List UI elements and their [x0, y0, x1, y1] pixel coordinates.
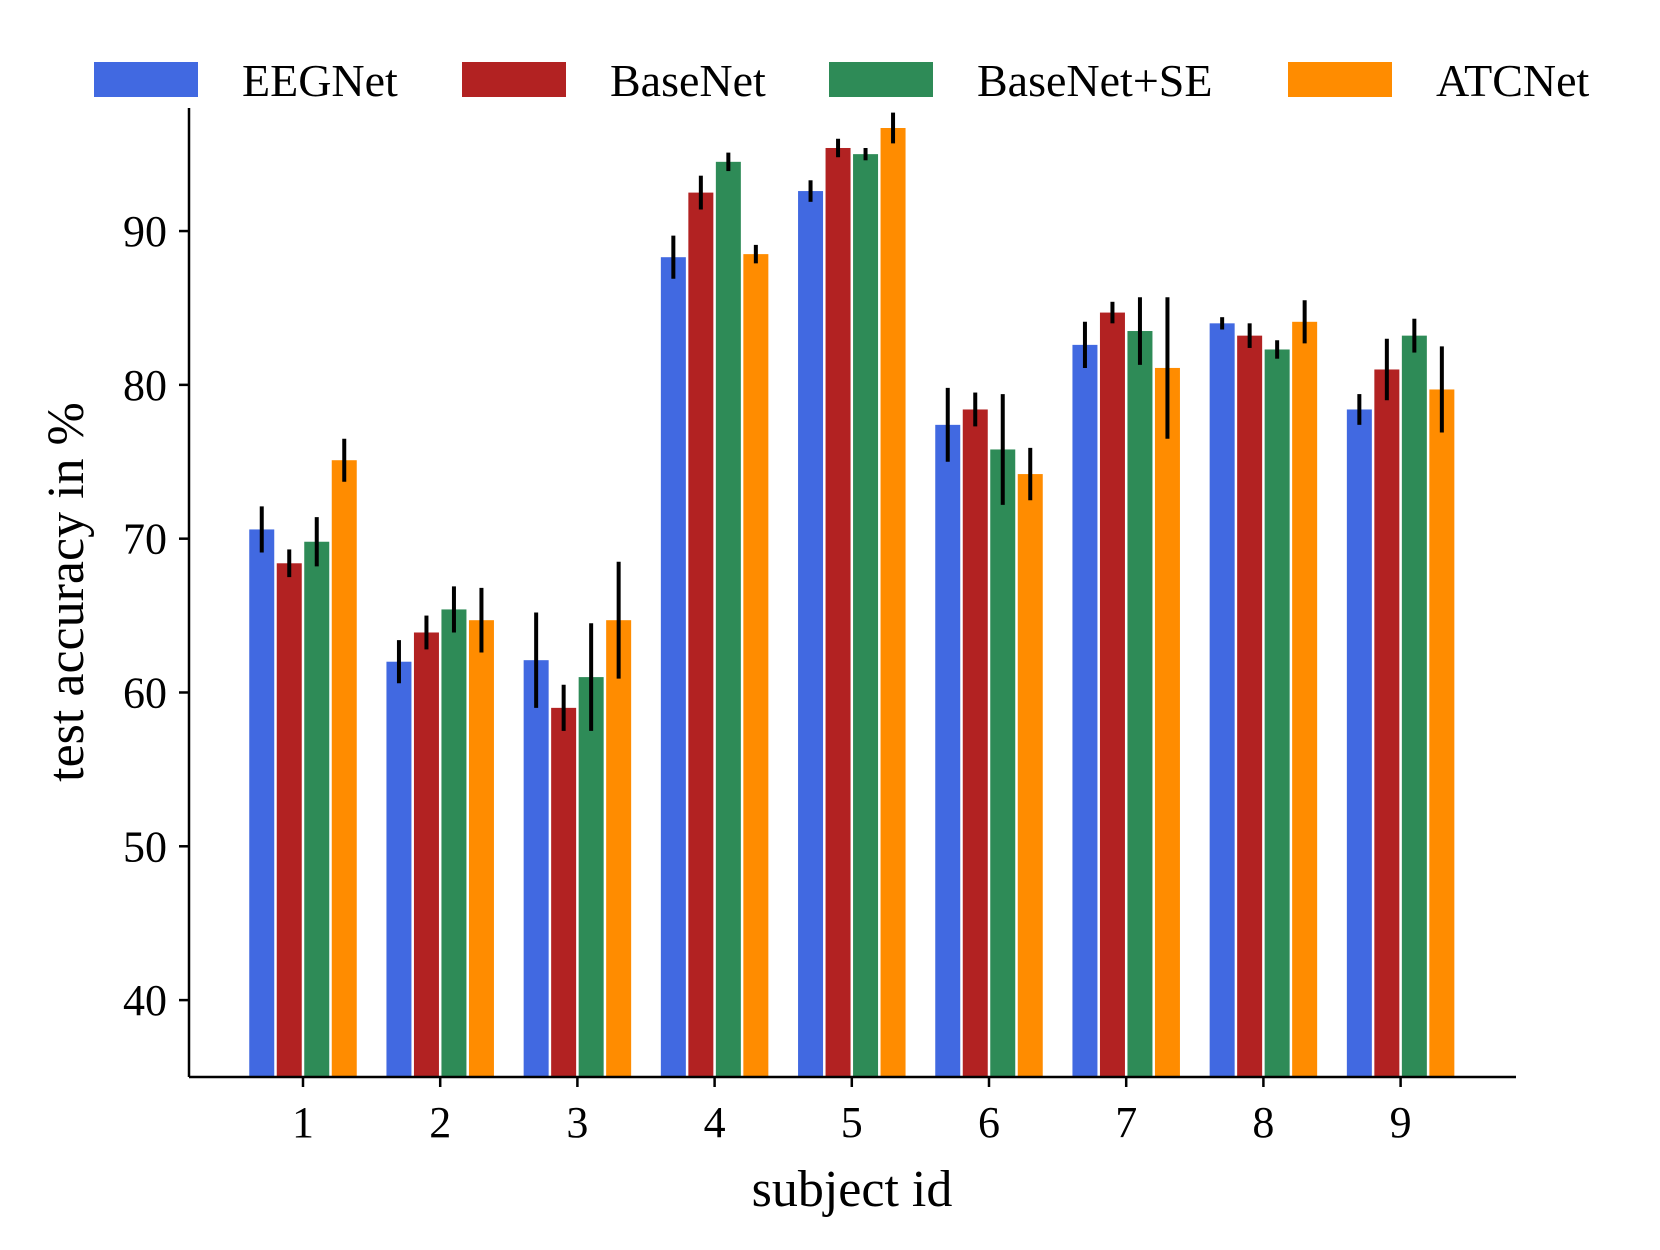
- bar-basenet-se-subject-7: [1127, 331, 1153, 1077]
- bar-atcnet-subject-7: [1154, 367, 1180, 1077]
- bar-atcnet-subject-9: [1429, 389, 1455, 1078]
- y-tick-label-80: 80: [123, 361, 167, 410]
- bar-basenet-subject-7: [1099, 312, 1125, 1077]
- y-tick-label-90: 90: [123, 207, 167, 256]
- y-tick-label-70: 70: [123, 515, 167, 564]
- legend-swatch-eegnet: [94, 62, 198, 97]
- x-tick-label-3: 3: [566, 1098, 588, 1147]
- bars-group: [249, 128, 1455, 1078]
- legend-swatch-basenet-se: [829, 62, 933, 97]
- y-tick-label-40: 40: [123, 976, 167, 1025]
- y-ticks: 40 50 60 70 80 90: [123, 207, 189, 1025]
- bar-basenet-se-subject-9: [1401, 335, 1427, 1077]
- legend-label-atcnet: ATCNet: [1436, 55, 1590, 106]
- x-tick-label-2: 2: [429, 1098, 451, 1147]
- bar-atcnet-subject-8: [1292, 321, 1318, 1077]
- bar-basenet-subject-8: [1237, 335, 1263, 1077]
- y-tick-label-50: 50: [123, 822, 167, 871]
- bar-basenet-subject-2: [413, 632, 439, 1077]
- bar-eegnet-subject-2: [386, 661, 412, 1077]
- legend: EEGNet BaseNet BaseNet+SE ATCNet: [94, 55, 1590, 106]
- x-ticks: 1 2 3 4 5 6 7 8 9: [292, 1077, 1412, 1147]
- x-tick-label-9: 9: [1390, 1098, 1412, 1147]
- bar-eegnet-subject-6: [935, 424, 961, 1078]
- x-tick-label-4: 4: [704, 1098, 726, 1147]
- bar-atcnet-subject-4: [743, 254, 769, 1077]
- bar-basenet-se-subject-6: [990, 449, 1016, 1078]
- bar-eegnet-subject-1: [249, 529, 275, 1077]
- bar-eegnet-subject-9: [1346, 409, 1372, 1078]
- bar-eegnet-subject-5: [798, 191, 824, 1077]
- x-tick-label-5: 5: [841, 1098, 863, 1147]
- bar-basenet-subject-3: [551, 707, 577, 1077]
- x-tick-label-8: 8: [1252, 1098, 1274, 1147]
- x-axis-title: subject id: [752, 1161, 953, 1218]
- bar-basenet-se-subject-1: [304, 541, 330, 1077]
- bar-eegnet-subject-3: [523, 660, 549, 1077]
- bar-atcnet-subject-3: [606, 620, 632, 1077]
- legend-label-eegnet: EEGNet: [242, 55, 398, 106]
- bar-atcnet-subject-1: [331, 460, 357, 1078]
- x-tick-label-1: 1: [292, 1098, 314, 1147]
- bar-basenet-se-subject-2: [441, 609, 467, 1077]
- bar-basenet-subject-6: [962, 409, 988, 1078]
- bar-eegnet-subject-4: [660, 257, 686, 1077]
- x-tick-label-6: 6: [978, 1098, 1000, 1147]
- bar-atcnet-subject-6: [1017, 474, 1043, 1077]
- legend-swatch-atcnet: [1288, 62, 1392, 97]
- legend-label-basenet-se: BaseNet+SE: [977, 55, 1212, 106]
- legend-swatch-basenet: [462, 62, 566, 97]
- bar-basenet-subject-1: [276, 563, 302, 1077]
- bar-atcnet-subject-5: [880, 128, 906, 1077]
- legend-label-basenet: BaseNet: [610, 55, 766, 106]
- bar-eegnet-subject-8: [1209, 323, 1235, 1078]
- y-axis-title: test accuracy in %: [38, 402, 95, 782]
- errorbars-group: [259, 112, 1444, 731]
- x-tick-label-7: 7: [1115, 1098, 1137, 1147]
- bar-basenet-se-subject-8: [1264, 349, 1290, 1078]
- y-tick-label-60: 60: [123, 668, 167, 717]
- bar-basenet-subject-4: [688, 192, 714, 1078]
- bar-basenet-se-subject-4: [715, 161, 741, 1077]
- bar-basenet-se-subject-3: [578, 677, 604, 1077]
- bar-atcnet-subject-2: [468, 620, 494, 1077]
- bar-basenet-subject-9: [1374, 369, 1400, 1078]
- bar-basenet-se-subject-5: [853, 154, 879, 1077]
- bar-basenet-subject-5: [825, 147, 851, 1078]
- bar-eegnet-subject-7: [1072, 344, 1098, 1077]
